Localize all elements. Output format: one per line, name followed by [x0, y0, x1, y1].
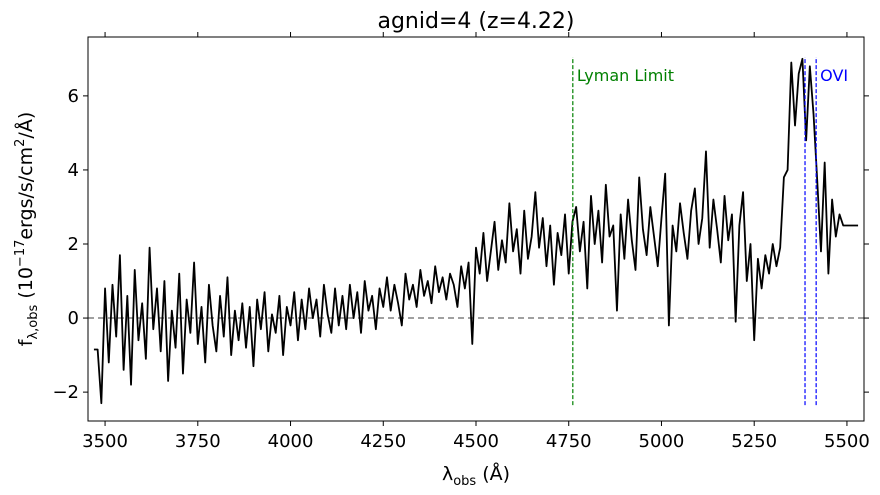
y-axis-label: fλ,obs (10−17ergs/s/cm2/Å)	[13, 112, 41, 346]
chart-title: agnid=4 (z=4.22)	[377, 9, 574, 34]
x-tick-label: 5500	[824, 431, 870, 452]
x-tick-label: 4500	[453, 431, 499, 452]
plot-frame	[87, 36, 865, 422]
x-tick-label: 4000	[268, 431, 314, 452]
x-tick-label: 5000	[639, 431, 685, 452]
y-tick-label: 2	[68, 234, 79, 255]
x-tick-label: 3500	[82, 431, 128, 452]
x-tick-label: 4250	[360, 431, 406, 452]
y-tick-label: −2	[52, 382, 79, 403]
marker-label: Lyman Limit	[577, 66, 674, 85]
marker-label: OVI	[820, 66, 848, 85]
y-tick-label: 4	[68, 160, 79, 181]
y-tick-label: 6	[68, 86, 79, 107]
x-tick-label: 5250	[731, 431, 777, 452]
x-tick-label: 3750	[175, 431, 221, 452]
spectrum-line	[93, 57, 859, 405]
x-axis-label: λobs (Å)	[442, 462, 510, 489]
x-tick-label: 4750	[546, 431, 592, 452]
y-tick-label: 0	[68, 308, 79, 329]
